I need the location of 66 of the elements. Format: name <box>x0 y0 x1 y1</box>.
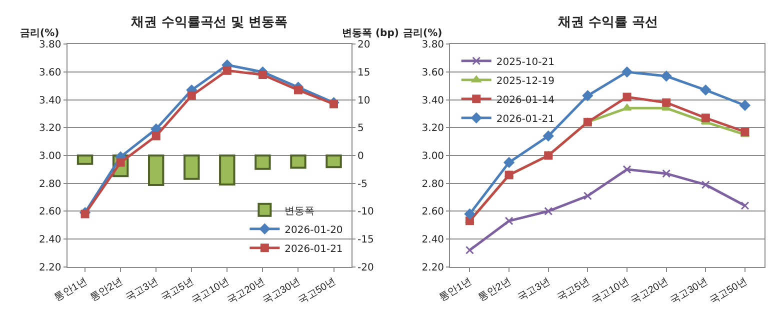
y-tick-label: 3.00 <box>422 150 444 162</box>
point <box>583 192 592 200</box>
y-axis-title: 금리(%) <box>403 28 442 39</box>
y-tick-label: 3.60 <box>39 67 62 78</box>
y2-tick-label: 20 <box>358 40 370 51</box>
point <box>740 100 750 111</box>
point <box>152 132 160 140</box>
point <box>504 216 514 226</box>
point <box>582 90 593 101</box>
y-tick-label: 3.40 <box>422 95 444 106</box>
point <box>701 180 710 189</box>
y-tick-label: 3.80 <box>39 40 62 51</box>
legend-label: 변동폭 <box>284 206 315 217</box>
y2-tick-label: -20 <box>358 262 374 274</box>
point <box>465 246 474 254</box>
y-tick-label: 3.80 <box>422 40 444 51</box>
point <box>294 86 302 94</box>
point <box>504 157 514 168</box>
y-tick-label: 3.20 <box>422 123 444 134</box>
y2-tick-label: -15 <box>358 234 374 246</box>
y-tick-label: 2.20 <box>39 262 62 274</box>
chart-title: 채권 수익률곡선 및 변동폭 <box>130 15 288 30</box>
y2-tick-label: -10 <box>358 206 374 218</box>
y2-tick-label: -5 <box>358 178 368 190</box>
legend-label: 2025-12-19 <box>496 76 554 87</box>
y2-axis-title: 변동폭 (bp) <box>342 28 399 39</box>
y-tick-label: 2.40 <box>39 234 62 246</box>
point <box>464 208 476 220</box>
y2-tick-label: 15 <box>358 67 370 78</box>
point <box>187 91 196 100</box>
point <box>544 206 553 216</box>
point <box>222 66 232 75</box>
y-tick-label: 2.40 <box>422 234 444 246</box>
point <box>543 130 554 142</box>
y-tick-label: 3.00 <box>39 150 62 162</box>
chart-title: 채권 수익률 곡선 <box>557 15 658 30</box>
point <box>622 66 632 78</box>
legend-label: 2025-10-21 <box>496 56 554 68</box>
y-tick-label: 3.60 <box>422 67 444 78</box>
legend-label: 2026-01-14 <box>496 94 554 106</box>
y2-tick-label: 5 <box>358 123 364 134</box>
point <box>662 169 671 178</box>
y-tick-label: 3.20 <box>39 123 62 134</box>
point <box>80 210 90 218</box>
y-tick-label: 3.40 <box>39 95 62 106</box>
point <box>622 104 632 111</box>
point <box>661 70 672 82</box>
y-tick-label: 2.20 <box>422 262 444 274</box>
point <box>258 70 267 79</box>
point <box>622 165 632 174</box>
point <box>700 84 711 96</box>
y2-tick-label: 0 <box>358 150 364 162</box>
y-tick-label: 2.60 <box>422 206 444 218</box>
legend-label: 2026-01-21 <box>284 244 343 255</box>
legend-label: 2026-01-21 <box>496 114 554 125</box>
point <box>622 92 632 102</box>
point <box>330 100 338 108</box>
legend-label: 2026-01-20 <box>284 224 343 236</box>
y-tick-label: 2.80 <box>39 178 62 190</box>
y-tick-label: 2.60 <box>39 206 62 218</box>
y-axis-title: 금리(%) <box>20 28 60 39</box>
y2-tick-label: 10 <box>358 95 370 106</box>
point <box>740 201 750 210</box>
y-tick-label: 2.80 <box>422 178 444 190</box>
point <box>701 114 710 122</box>
point <box>662 98 671 107</box>
